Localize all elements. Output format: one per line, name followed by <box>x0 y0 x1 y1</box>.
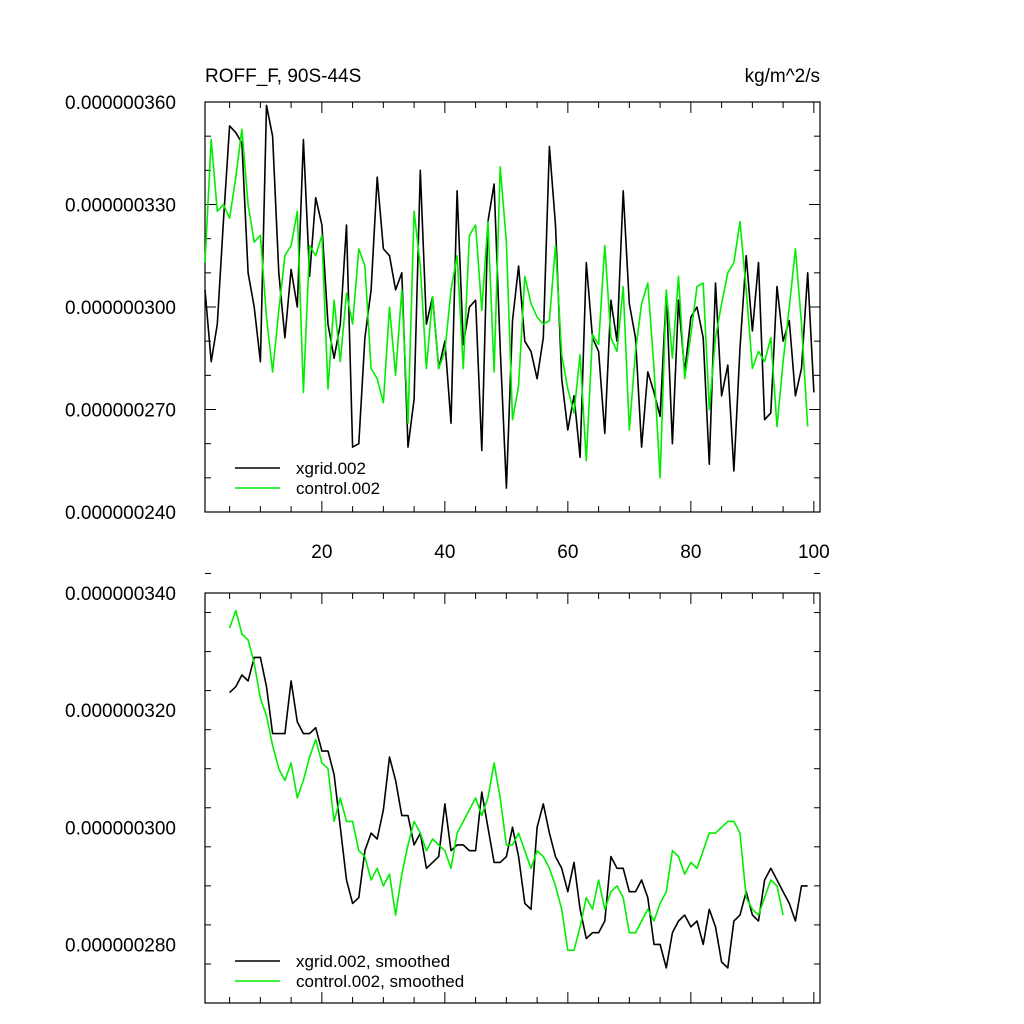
y-tick-label: 0.000000270 <box>65 401 176 422</box>
y-tick-label: 0.000000280 <box>65 935 176 956</box>
panel-1: 20 40 60 80 100 0.000000240 0.000000270 0.00000… <box>65 66 830 563</box>
legend-label: control.002 <box>296 479 380 498</box>
y-tick-label: 0.000000240 <box>65 503 176 524</box>
series-line-control <box>204 128 809 479</box>
x-tick-label: 20 <box>311 542 332 563</box>
y-tick-label: 0.000000340 <box>65 584 176 605</box>
x-tick-label: 100 <box>798 542 830 563</box>
y-tick-label: 0.000000320 <box>65 701 176 722</box>
panel-2: 0.000000280 0.000000300 0.000000320 0.00000… <box>65 572 821 1004</box>
legend-label: xgrid.002 <box>296 459 366 478</box>
y-tick-label: 0.000000300 <box>65 818 176 839</box>
x-tick-label: 40 <box>434 542 455 563</box>
legend-label: control.002, smoothed <box>296 972 464 991</box>
x-tick-label: 80 <box>680 542 701 563</box>
chart-title: ROFF_F, 90S-44S <box>205 66 361 87</box>
legend-label: xgrid.002, smoothed <box>296 952 450 971</box>
series-line-control <box>228 609 784 952</box>
y-tick-label: 0.000000330 <box>65 196 176 217</box>
x-tick-label: 60 <box>557 542 578 563</box>
plot-frame <box>204 592 821 1004</box>
series-line-xgrid <box>229 656 808 969</box>
y-tick-label: 0.000000300 <box>65 298 176 319</box>
y-tick-label: 0.000000360 <box>65 93 176 114</box>
units-label: kg/m^2/s <box>745 66 820 87</box>
